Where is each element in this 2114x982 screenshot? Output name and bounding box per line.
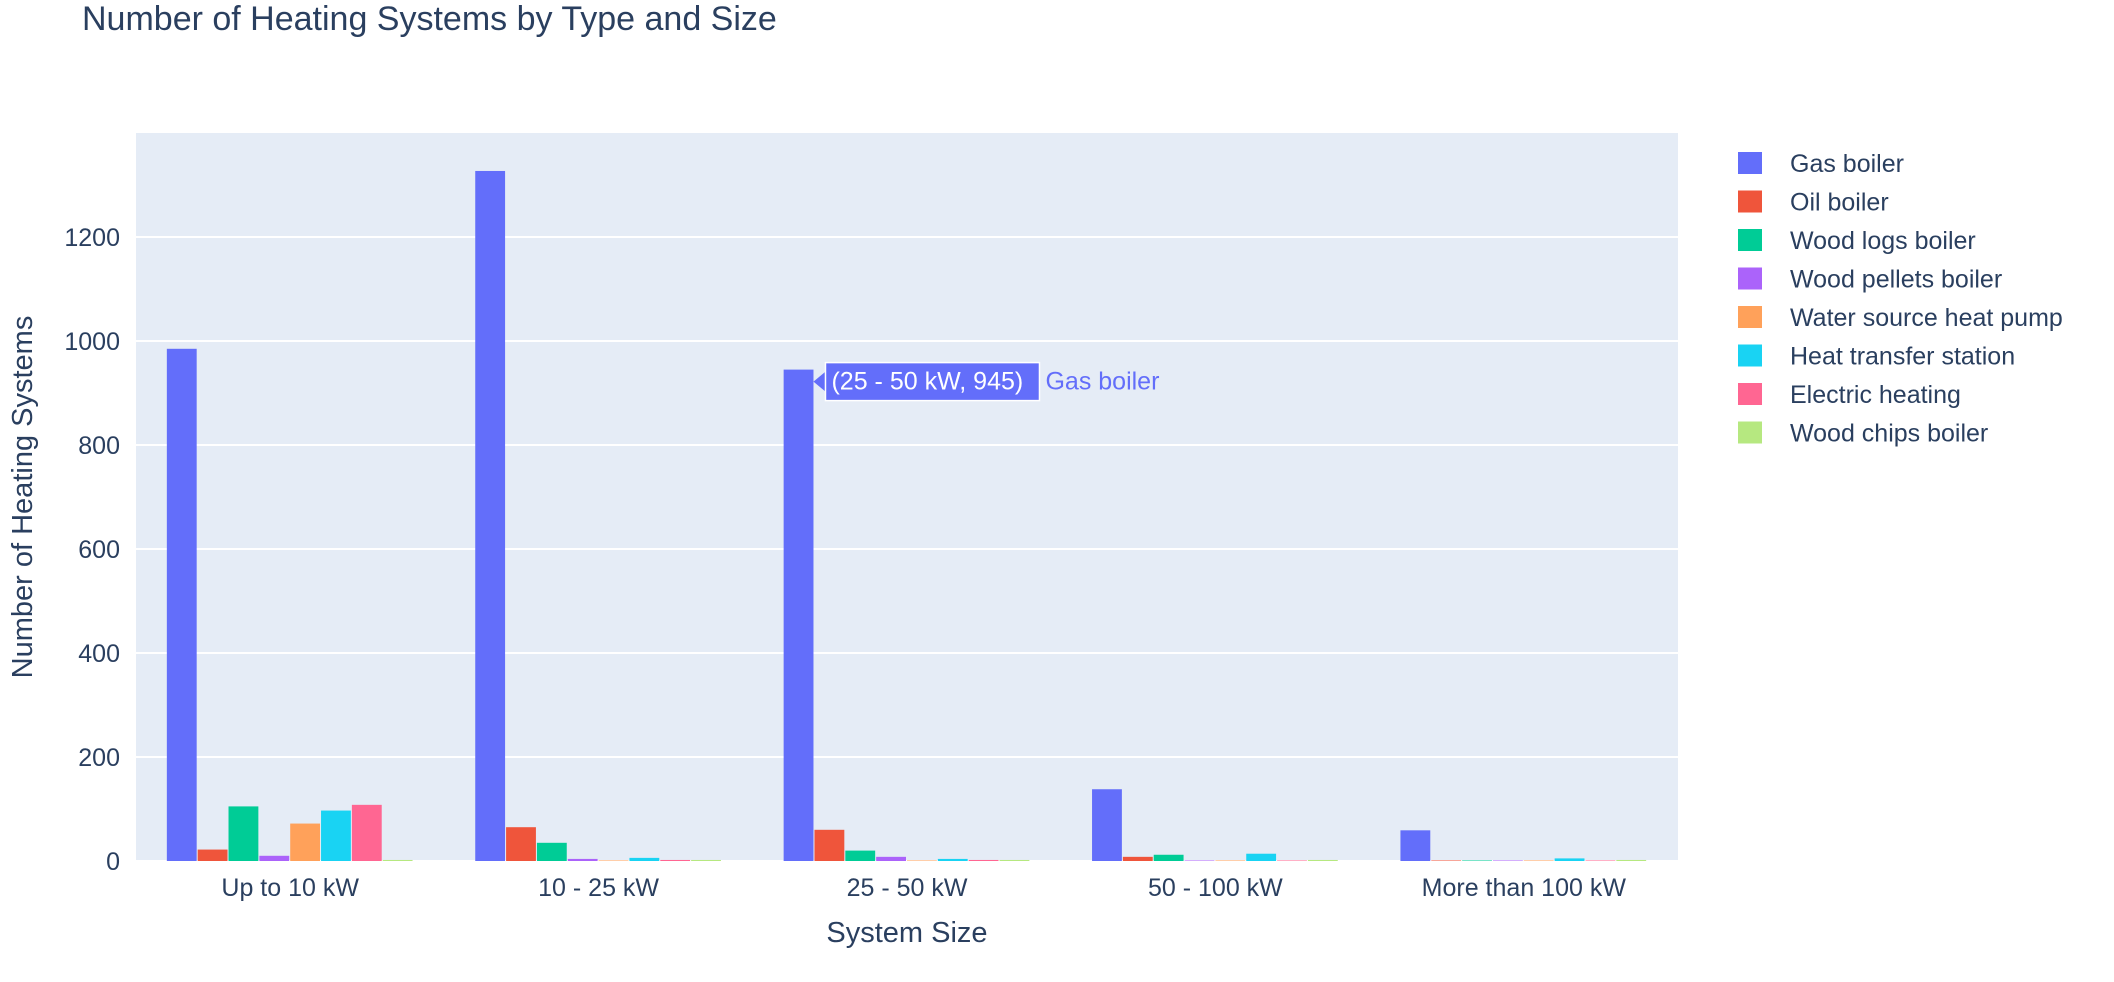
bars[interactable] xyxy=(166,170,1647,861)
legend-label: Wood chips boiler xyxy=(1790,420,1988,448)
bar[interactable] xyxy=(1277,860,1307,861)
legend-item[interactable]: Gas boiler xyxy=(1738,150,1904,178)
bar[interactable] xyxy=(475,170,506,861)
bar[interactable] xyxy=(382,859,413,861)
tooltip-arrow xyxy=(813,371,826,392)
bar[interactable] xyxy=(197,849,228,861)
legend-label: Water source heat pump xyxy=(1790,304,2063,332)
bar[interactable] xyxy=(1246,853,1277,861)
hover-tooltip: (25 - 50 kW, 945) Gas boiler xyxy=(813,361,1159,402)
x-tick-label: Up to 10 kW xyxy=(221,874,359,902)
bar[interactable] xyxy=(907,860,937,861)
bar[interactable] xyxy=(783,369,814,861)
x-tick-label: 50 - 100 kW xyxy=(1148,874,1283,902)
tooltip-series-label: Gas boiler xyxy=(1045,368,1159,396)
y-tick-label: 200 xyxy=(78,744,120,772)
tooltip-box xyxy=(824,361,1041,402)
bar[interactable] xyxy=(1554,858,1585,861)
bar[interactable] xyxy=(1215,860,1246,861)
bar[interactable] xyxy=(1492,860,1523,861)
bar[interactable] xyxy=(166,348,197,861)
bar[interactable] xyxy=(660,859,691,861)
legend-label: Oil boiler xyxy=(1790,189,1889,217)
legend-label: Heat transfer station xyxy=(1790,343,2015,371)
legend-swatch xyxy=(1738,421,1762,444)
bar[interactable] xyxy=(1431,860,1462,861)
bar[interactable] xyxy=(321,810,351,861)
bar[interactable] xyxy=(845,850,876,861)
bar[interactable] xyxy=(1153,854,1184,861)
legend-item[interactable]: Oil boiler xyxy=(1738,189,1889,217)
bar[interactable] xyxy=(1616,859,1647,861)
legend-item[interactable]: Heat transfer station xyxy=(1738,343,2015,371)
legend: Gas boiler Oil boiler Wood logs boiler Wood… xyxy=(1738,150,2063,448)
bar[interactable] xyxy=(691,859,721,861)
bar[interactable] xyxy=(937,858,968,861)
y-axis-label: Number of Heating Systems xyxy=(7,316,39,679)
bar[interactable] xyxy=(1585,860,1616,861)
y-tick-label: 0 xyxy=(106,848,120,876)
x-tick-label: 25 - 50 kW xyxy=(847,874,968,902)
legend-item[interactable]: Wood pellets boiler xyxy=(1738,266,2002,294)
bar[interactable] xyxy=(598,860,629,861)
legend-swatch xyxy=(1738,229,1762,251)
y-tick-label: 400 xyxy=(78,640,120,668)
bar[interactable] xyxy=(1307,859,1338,861)
x-tick-label: More than 100 kW xyxy=(1422,874,1627,902)
legend-swatch xyxy=(1738,190,1762,213)
legend-item[interactable]: Water source heat pump xyxy=(1738,304,2063,332)
legend-label: Wood logs boiler xyxy=(1790,227,1976,255)
bar[interactable] xyxy=(814,829,845,861)
y-tick-label: 800 xyxy=(78,432,120,460)
tooltip-text: (25 - 50 kW, 945) xyxy=(831,368,1023,396)
y-tick-label: 1000 xyxy=(64,328,120,356)
bar[interactable] xyxy=(968,859,999,861)
legend-swatch xyxy=(1738,306,1762,328)
legend-item[interactable]: Wood logs boiler xyxy=(1738,227,1976,255)
bar[interactable] xyxy=(567,858,598,861)
y-tick-label: 600 xyxy=(78,536,120,564)
legend-item[interactable]: Electric heating xyxy=(1738,381,1961,409)
legend-label: Electric heating xyxy=(1790,381,1961,409)
legend-swatch xyxy=(1738,267,1762,290)
bar[interactable] xyxy=(629,857,660,861)
x-axis-label: System Size xyxy=(826,917,987,949)
legend-label: Gas boiler xyxy=(1790,150,1904,178)
bar[interactable] xyxy=(259,855,290,861)
legend-label: Wood pellets boiler xyxy=(1790,266,2002,294)
bar[interactable] xyxy=(876,856,906,861)
bar[interactable] xyxy=(536,842,567,861)
bar[interactable] xyxy=(999,859,1030,861)
plot-area xyxy=(136,133,1678,861)
legend-swatch xyxy=(1738,383,1762,405)
x-tick-label: 10 - 25 kW xyxy=(538,874,659,902)
bar[interactable] xyxy=(351,804,382,861)
y-tick-label: 1200 xyxy=(64,224,120,252)
bar[interactable] xyxy=(1122,856,1153,861)
bar[interactable] xyxy=(1462,860,1492,861)
bar[interactable] xyxy=(1184,860,1215,861)
legend-swatch xyxy=(1738,344,1762,367)
bar[interactable] xyxy=(228,806,259,861)
bar[interactable] xyxy=(290,823,321,861)
chart-title: Number of Heating Systems by Type and Si… xyxy=(82,0,777,38)
legend-swatch xyxy=(1738,152,1762,174)
x-axis-ticks: Up to 10 kW 10 - 25 kW 25 - 50 kW 50 - 100 … xyxy=(221,874,1626,902)
bar[interactable] xyxy=(1523,860,1554,861)
bar[interactable] xyxy=(1400,830,1431,861)
bar[interactable] xyxy=(506,827,536,861)
legend-item[interactable]: Wood chips boiler xyxy=(1738,420,1988,448)
bar[interactable] xyxy=(1092,789,1122,861)
y-axis-ticks: 0 200 400 600 800 1000 1200 xyxy=(64,224,120,876)
